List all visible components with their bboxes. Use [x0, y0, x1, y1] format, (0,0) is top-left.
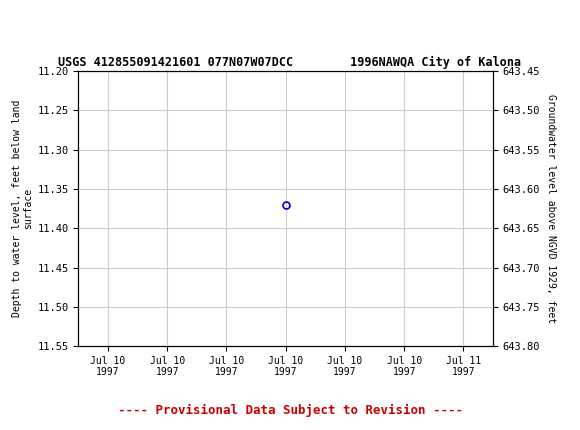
Text: USGS 412855091421601 077N07W07DCC        1996NAWQA City of Kalona: USGS 412855091421601 077N07W07DCC 1996NA…: [59, 56, 521, 69]
Y-axis label: Groundwater level above NGVD 1929, feet: Groundwater level above NGVD 1929, feet: [546, 94, 556, 323]
Y-axis label: Depth to water level, feet below land
surface: Depth to water level, feet below land su…: [12, 100, 33, 317]
Text: ---- Provisional Data Subject to Revision ----: ---- Provisional Data Subject to Revisio…: [118, 404, 462, 417]
Text: ≋ USGS: ≋ USGS: [9, 7, 85, 25]
